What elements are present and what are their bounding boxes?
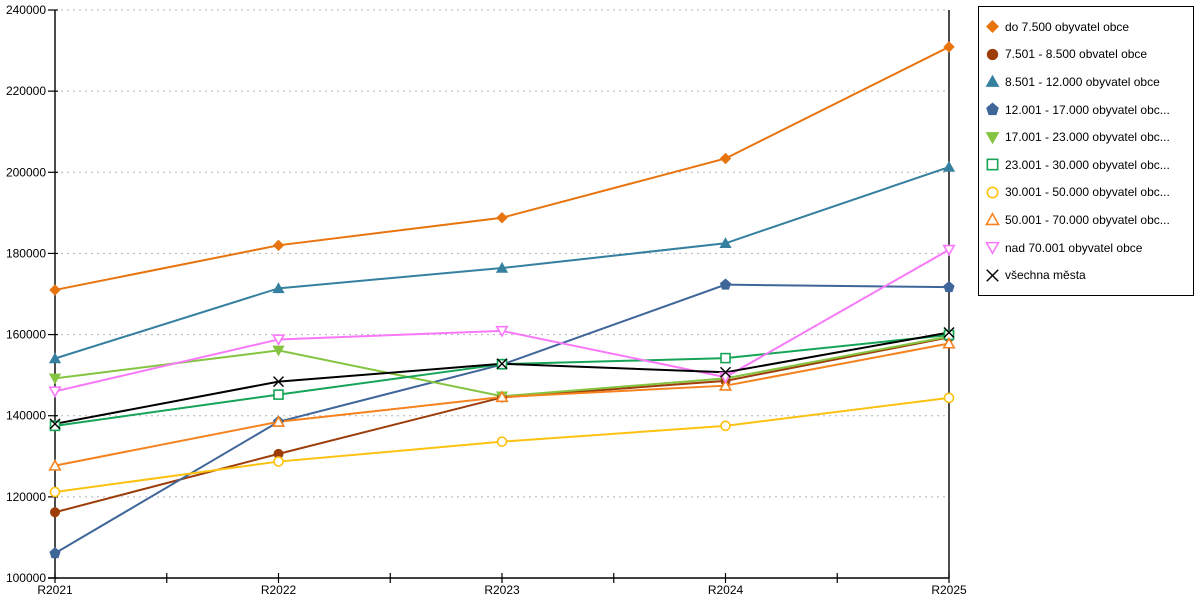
legend-item-label: 30.001 - 50.000 obyvatel obc...: [1005, 185, 1170, 200]
triangle-up-marker-icon: [985, 212, 1000, 226]
x-axis-tick-label: R2024: [708, 583, 744, 597]
diamond-marker-icon: [272, 239, 285, 252]
y-axis-tick-label: 160000: [6, 328, 46, 342]
y-axis-tick-label: 180000: [6, 246, 46, 260]
series-line-3: [54, 283, 950, 555]
legend-item-label: 17.001 - 23.000 obyvatel obc...: [1005, 130, 1170, 145]
legend-item: nad 70.001 obyvatel obce: [985, 234, 1189, 262]
circle-marker-icon: [49, 486, 61, 498]
triangle-up-marker-icon: [719, 237, 732, 249]
triangle-down-marker-icon: [48, 373, 62, 385]
legend-item: 8.501 - 12.000 obyvatel obce: [985, 68, 1189, 96]
legend-item: 12.001 - 17.000 obyvatel obc...: [985, 96, 1189, 124]
diamond-marker-icon: [943, 41, 955, 53]
square-marker-icon: [49, 420, 61, 432]
x-axis-tick-label: R2025: [931, 583, 967, 597]
diamond-marker-icon: [496, 212, 508, 224]
triangle-up-marker-icon: [495, 262, 509, 273]
triangle-up-marker-icon: [271, 415, 286, 427]
circle-marker-icon: [50, 507, 60, 518]
series-line-9: [54, 331, 950, 425]
square-marker-icon: [986, 158, 999, 171]
circle-marker-icon: [986, 186, 999, 199]
triangle-down-marker-icon: [495, 325, 509, 338]
circle-marker-icon: [720, 420, 731, 432]
x-axis-tick-label: R2022: [261, 583, 297, 597]
diamond-marker-icon: [986, 20, 999, 34]
triangle-down-marker-icon: [48, 386, 62, 398]
series-line-0: [54, 46, 950, 291]
x-marker-icon: [943, 327, 955, 339]
y-axis-tick-label: 200000: [6, 165, 46, 179]
legend-item-label: 23.001 - 30.000 obyvatel obc...: [1005, 157, 1170, 172]
legend-marker-icon: [986, 268, 999, 282]
x-marker-icon: [496, 358, 508, 370]
triangle-down-marker-icon: [272, 345, 285, 357]
triangle-up-marker-icon: [718, 379, 733, 391]
legend-marker-icon: [985, 131, 1000, 144]
series-line-5: [54, 333, 950, 427]
circle-marker-icon: [496, 436, 508, 447]
legend-marker-icon: [986, 48, 999, 61]
legend-item: 23.001 - 30.000 obyvatel obc...: [985, 151, 1189, 179]
legend-item-label: 12.001 - 17.000 obyvatel obc...: [1005, 102, 1170, 117]
legend-marker-icon: [986, 186, 999, 199]
legend-item: do 7.500 obyvatel obce: [985, 13, 1189, 41]
triangle-up-marker-icon: [942, 336, 956, 349]
legend-item: všechna města: [985, 261, 1189, 289]
x-axis-tick-label: R2021: [37, 583, 73, 597]
y-axis-tick-label: 220000: [6, 84, 46, 98]
y-axis-tick-label: 120000: [6, 490, 46, 504]
legend-item: 50.001 - 70.000 obyvatel obc...: [985, 206, 1189, 234]
triangle-up-marker-icon: [48, 458, 62, 471]
circle-marker-icon: [986, 48, 999, 61]
circle-marker-icon: [943, 392, 955, 404]
diamond-marker-icon: [49, 284, 61, 296]
legend-item-label: nad 70.001 obyvatel obce: [1005, 240, 1143, 255]
x-marker-icon: [986, 268, 999, 282]
triangle-up-marker-icon: [48, 352, 62, 364]
legend-item-label: 7.501 - 8.500 obvatel obce: [1005, 47, 1148, 62]
pentagon-marker-icon: [943, 280, 955, 293]
legend-item-label: 8.501 - 12.000 obyvatel obce: [1005, 74, 1160, 89]
legend-item-label: všechna města: [1005, 268, 1086, 283]
legend-item: 30.001 - 50.000 obyvatel obc...: [985, 179, 1189, 207]
triangle-up-marker-icon: [985, 75, 1000, 88]
triangle-down-marker-icon: [985, 241, 1000, 255]
y-axis-tick-label: 100000: [6, 571, 46, 585]
circle-marker-icon: [273, 456, 284, 467]
x-marker-icon: [273, 376, 284, 388]
triangle-up-marker-icon: [942, 160, 956, 172]
x-marker-icon: [49, 418, 61, 430]
y-axis-tick-label: 140000: [6, 409, 46, 423]
diamond-marker-icon: [719, 152, 732, 165]
x-axis-tick-label: R2023: [484, 583, 520, 597]
legend-item: 7.501 - 8.500 obvatel obce: [985, 41, 1189, 69]
legend-item: 17.001 - 23.000 obyvatel obc...: [985, 123, 1189, 151]
triangle-down-marker-icon: [271, 334, 286, 347]
pentagon-marker-icon: [719, 278, 732, 290]
legend-item-label: do 7.500 obyvatel obce: [1005, 19, 1130, 34]
legend-marker-icon: [985, 212, 1000, 226]
triangle-up-marker-icon: [495, 390, 509, 403]
triangle-up-marker-icon: [272, 282, 285, 294]
legend-marker-icon: [986, 158, 999, 171]
triangle-down-marker-icon: [942, 244, 956, 257]
pentagon-marker-icon: [986, 102, 999, 116]
legend-marker-icon: [986, 102, 999, 116]
legend-marker-icon: [986, 20, 999, 34]
legend-item-label: 50.001 - 70.000 obyvatel obc...: [1005, 212, 1170, 227]
x-marker-icon: [720, 366, 731, 378]
triangle-down-marker-icon: [985, 131, 1000, 144]
pentagon-marker-icon: [49, 547, 61, 559]
y-axis-tick-label: 240000: [6, 3, 46, 17]
square-marker-icon: [720, 352, 731, 364]
legend-marker-icon: [985, 75, 1000, 88]
square-marker-icon: [273, 389, 284, 400]
legend-marker-icon: [985, 241, 1000, 255]
legend: do 7.500 obyvatel obce 7.501 - 8.500 obva…: [978, 6, 1194, 296]
